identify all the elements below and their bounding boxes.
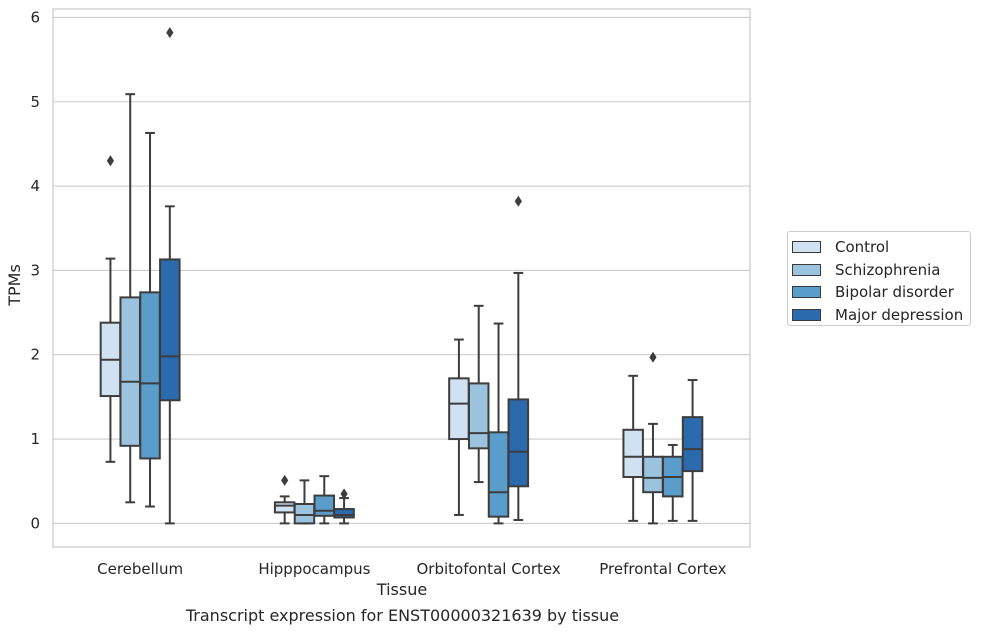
figure-caption: Transcript expression for ENST0000032163… — [185, 606, 620, 625]
legend-item: Major depression — [792, 304, 970, 327]
x-tick-label: Hipppocampus — [258, 560, 370, 578]
legend-swatch — [792, 286, 821, 299]
outlier-point — [166, 27, 174, 39]
legend-swatch — [792, 308, 821, 321]
y-tick-label: 2 — [30, 346, 40, 364]
y-tick-label: 5 — [30, 93, 40, 111]
box-iqr — [333, 508, 355, 519]
x-tick-label: Cerebellum — [97, 560, 183, 578]
box-iqr — [487, 431, 510, 518]
outlier-point — [340, 488, 348, 500]
y-tick-label: 4 — [30, 177, 40, 195]
box-iqr — [642, 455, 664, 494]
legend: Control Schizophrenia Bipolar disorder Majo… — [787, 231, 971, 326]
box-groups — [99, 27, 704, 525]
box-iqr — [273, 501, 296, 514]
x-tick-label: Orbitofontal Cortex — [417, 560, 561, 578]
box-schizophrenia — [119, 93, 141, 504]
legend-item: Schizophrenia — [792, 259, 970, 282]
box-iqr — [313, 494, 336, 517]
box-iqr — [293, 502, 316, 525]
box-control — [622, 374, 644, 522]
y-tick-label: 6 — [30, 8, 40, 26]
box-control — [99, 155, 122, 463]
y-tick-label: 1 — [30, 430, 40, 448]
x-tick-label: Prefrontal Cortex — [599, 560, 726, 578]
box-iqr — [681, 416, 704, 473]
box-major-depression — [507, 195, 530, 522]
x-tick-labels: Cerebellum Hipppocampus Orbitofontal Corte… — [97, 560, 726, 578]
x-axis-label: Tissue — [376, 580, 427, 599]
outlier-point — [649, 351, 657, 363]
plot-frame — [52, 8, 751, 548]
box-iqr — [448, 377, 470, 441]
box-iqr — [622, 428, 644, 479]
y-tick-label: 3 — [30, 261, 40, 279]
outlier-point — [106, 155, 115, 167]
box-control — [273, 474, 296, 525]
legend-swatch — [792, 241, 821, 254]
box-major-depression — [681, 379, 704, 522]
box-bipolar-disorder — [313, 475, 336, 525]
legend-item: Bipolar disorder — [792, 281, 970, 304]
box-iqr — [507, 398, 530, 488]
outlier-point — [281, 474, 289, 486]
box-iqr — [467, 382, 490, 450]
box-major-depression — [159, 27, 181, 525]
legend-label: Control — [835, 238, 890, 257]
box-iqr — [159, 258, 181, 402]
y-tick-labels: 0 1 2 3 4 5 6 — [30, 8, 40, 532]
legend-label: Schizophrenia — [835, 260, 941, 279]
box-schizophrenia — [642, 351, 664, 525]
legend-label: Bipolar disorder — [835, 283, 954, 302]
y-tick-label: 0 — [30, 514, 40, 532]
box-schizophrenia — [467, 304, 490, 484]
outlier-point — [514, 195, 522, 207]
box-iqr — [139, 291, 161, 460]
legend-swatch — [792, 263, 821, 276]
legend-item: Control — [792, 236, 970, 259]
box-iqr — [119, 296, 141, 447]
legend-label: Major depression — [835, 305, 964, 324]
box-major-depression — [333, 488, 355, 525]
box-bipolar-disorder — [662, 443, 684, 522]
y-axis-label: TPMs — [5, 264, 24, 307]
box-bipolar-disorder — [139, 131, 161, 508]
